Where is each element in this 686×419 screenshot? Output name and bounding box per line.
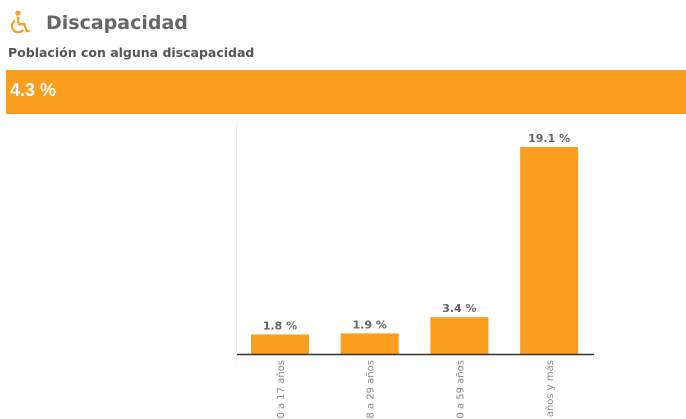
section-title: Discapacidad [46, 12, 188, 34]
x-tick-label: 18 a 29 años [366, 360, 377, 419]
x-tick-label: 60 años y más [544, 360, 556, 419]
total-banner: 4.3 % [6, 70, 686, 114]
bar-4 [520, 147, 579, 354]
section-header: Discapacidad [8, 8, 188, 38]
wheelchair-icon [8, 10, 32, 36]
bar-value-label: 3.4 % [442, 302, 476, 315]
bar-value-label: 19.1 % [528, 132, 570, 145]
bar-value-label: 1.9 % [353, 318, 387, 331]
x-tick-label: 30 a 59 años [455, 360, 466, 419]
bar-3 [430, 317, 489, 354]
x-tick-label: 0 a 17 años [276, 360, 287, 419]
chart-divider [236, 122, 237, 362]
bar-value-label: 1.8 % [263, 319, 297, 332]
chart-subtitle: Población con alguna discapacidad [8, 45, 255, 60]
total-value: 4.3 % [10, 80, 57, 100]
bar-1 [251, 334, 309, 354]
bar-2 [340, 333, 399, 354]
